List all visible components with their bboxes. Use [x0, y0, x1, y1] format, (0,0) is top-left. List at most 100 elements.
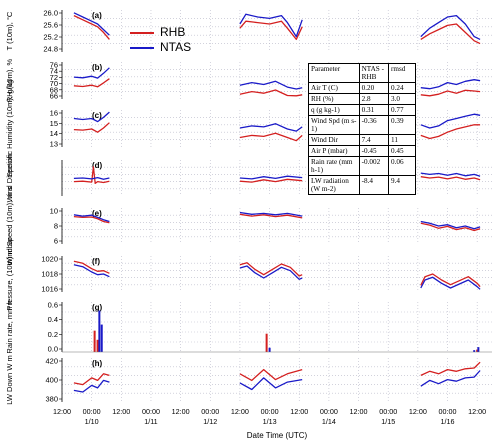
- series-line-rhb: [420, 89, 481, 97]
- y-tick-label: 400: [45, 376, 58, 385]
- table-cell: -0.45: [358, 145, 390, 157]
- y-tick-label: 0.6: [48, 301, 58, 310]
- table-cell: 7.4: [358, 134, 390, 146]
- series-line-rhb: [73, 260, 110, 274]
- x-tick-label: 12:00: [172, 407, 190, 416]
- x-tick-label: 12:00: [409, 407, 427, 416]
- series-line-ntas: [73, 379, 110, 393]
- y-tick-label: 6: [54, 237, 58, 246]
- series-line-rhb: [239, 89, 303, 97]
- table-cell: q (g kg-1): [308, 104, 360, 116]
- series-line-rhb: [420, 124, 481, 140]
- panel-e: 10 8 6 (e) Wind Speed (10m), m s: [5, 186, 492, 265]
- y-tick-label: 70: [50, 79, 58, 88]
- bar-ntas: [473, 350, 476, 352]
- y-axis-label: Specific Humidity (10m), g/kg: [5, 80, 14, 178]
- table-cell: 2.8: [358, 93, 390, 105]
- x-tick: 00:001/14: [320, 407, 338, 426]
- series-line-rhb: [420, 222, 481, 232]
- panel-label: (g): [92, 303, 103, 312]
- x-tick: 12:00: [231, 407, 249, 416]
- series-line-ntas: [420, 172, 481, 177]
- series-line-rhb: [73, 373, 110, 386]
- table-cell: 0.31: [358, 104, 390, 116]
- series-line-ntas: [239, 13, 303, 38]
- x-tick: 00:001/16: [439, 407, 457, 426]
- bar-rhb: [93, 330, 96, 352]
- y-tick-label: 14: [50, 129, 58, 138]
- y-tick-label: 76: [50, 61, 58, 70]
- table-row: q (g kg-1) 0.31 0.77: [308, 104, 416, 116]
- y-tick-label: 0.0: [48, 345, 58, 354]
- y-tick-label: 68: [50, 85, 58, 94]
- table-header-cell: rmsd: [388, 63, 416, 83]
- table-cell: 11: [388, 134, 416, 146]
- series-line-rhb: [73, 215, 110, 224]
- x-tick-date: 1/14: [322, 417, 336, 426]
- x-tick: 00:001/12: [201, 407, 219, 426]
- bar-rhb: [265, 333, 268, 352]
- panel-label: (e): [92, 209, 102, 218]
- x-tick-date: 1/11: [144, 417, 157, 426]
- bar-ntas: [268, 347, 271, 352]
- panel-h: 420 400 380 (h) LW Down W m: [5, 355, 492, 405]
- x-tick: 12:00: [409, 407, 427, 416]
- series-line-ntas: [73, 214, 110, 223]
- y-tick-label: 0.4: [48, 315, 58, 324]
- panel-label: (h): [92, 359, 103, 368]
- bar-ntas: [100, 324, 103, 352]
- table-header-cell: NTAS -RHB: [358, 63, 390, 83]
- table-row: RH (%) 2.8 3.0: [308, 93, 416, 105]
- x-tick-label: 00:00: [320, 407, 338, 416]
- series-line-ntas: [420, 14, 481, 40]
- y-tick-label: 74: [50, 67, 58, 76]
- bar-rhb: [96, 339, 99, 352]
- y-tick-label: 72: [50, 73, 58, 82]
- y-axis-label: T (10m), °C: [5, 11, 14, 50]
- x-tick-label: 12:00: [231, 407, 249, 416]
- y-tick-label: 16: [50, 109, 58, 118]
- x-tick: 12:00: [350, 407, 368, 416]
- x-tick-label: 12:00: [112, 407, 130, 416]
- series-line-ntas: [73, 12, 110, 36]
- y-axis-label: Wind Direction: [5, 154, 14, 203]
- panel-g: 0.6 0.4 0.2 0.0 (g) Rain rate, mm h: [5, 300, 492, 354]
- table-row: Wind Dir 7.4 11: [308, 134, 416, 146]
- y-tick-label: 13: [50, 140, 58, 149]
- table-cell: Rain rate (mm h-1): [308, 156, 360, 176]
- x-tick-label: 00:00: [142, 407, 160, 416]
- series-line-ntas: [73, 67, 110, 79]
- table-cell: 0.06: [388, 156, 416, 176]
- y-axis-label: Wind Speed (10m), m s: [5, 186, 14, 265]
- x-tick-label: 00:00: [201, 407, 219, 416]
- x-tick-label: 00:00: [261, 407, 279, 416]
- series-line-ntas: [239, 123, 303, 132]
- series-line-ntas: [420, 79, 481, 90]
- table-row: Wind Spd (m s-1) -0.36 0.39: [308, 115, 416, 135]
- series-line-ntas: [239, 211, 303, 217]
- y-tick-label: 24.8: [43, 45, 58, 54]
- series-line-rhb: [73, 78, 110, 88]
- y-axis-label: Pressure, (10m) mbar: [5, 237, 14, 310]
- table-cell: Air P (mbar): [308, 145, 360, 157]
- x-tick-date: 1/16: [441, 417, 455, 426]
- y-tick-label: 1020: [41, 255, 58, 264]
- series-line-rhb: [239, 132, 303, 142]
- y-tick-label: 1016: [41, 285, 58, 294]
- x-tick-date: 1/12: [203, 417, 217, 426]
- panel-f: 1020 1018 1016 (f) Pressure, (10m) mbar: [5, 237, 492, 310]
- table-cell: 0.20: [358, 82, 390, 94]
- x-tick: 12:00: [290, 407, 308, 416]
- x-tick: 12:00: [468, 407, 486, 416]
- x-tick-label: 12:00: [53, 407, 71, 416]
- series-line-ntas: [239, 80, 303, 90]
- x-tick: 00:001/10: [83, 407, 101, 426]
- series-line-ntas: [420, 113, 481, 129]
- y-tick-label: 26.0: [43, 9, 58, 18]
- series-line-ntas: [420, 220, 481, 230]
- x-tick-label: 12:00: [468, 407, 486, 416]
- table-cell: 0.45: [388, 145, 416, 157]
- y-tick-label: 25.2: [43, 33, 58, 42]
